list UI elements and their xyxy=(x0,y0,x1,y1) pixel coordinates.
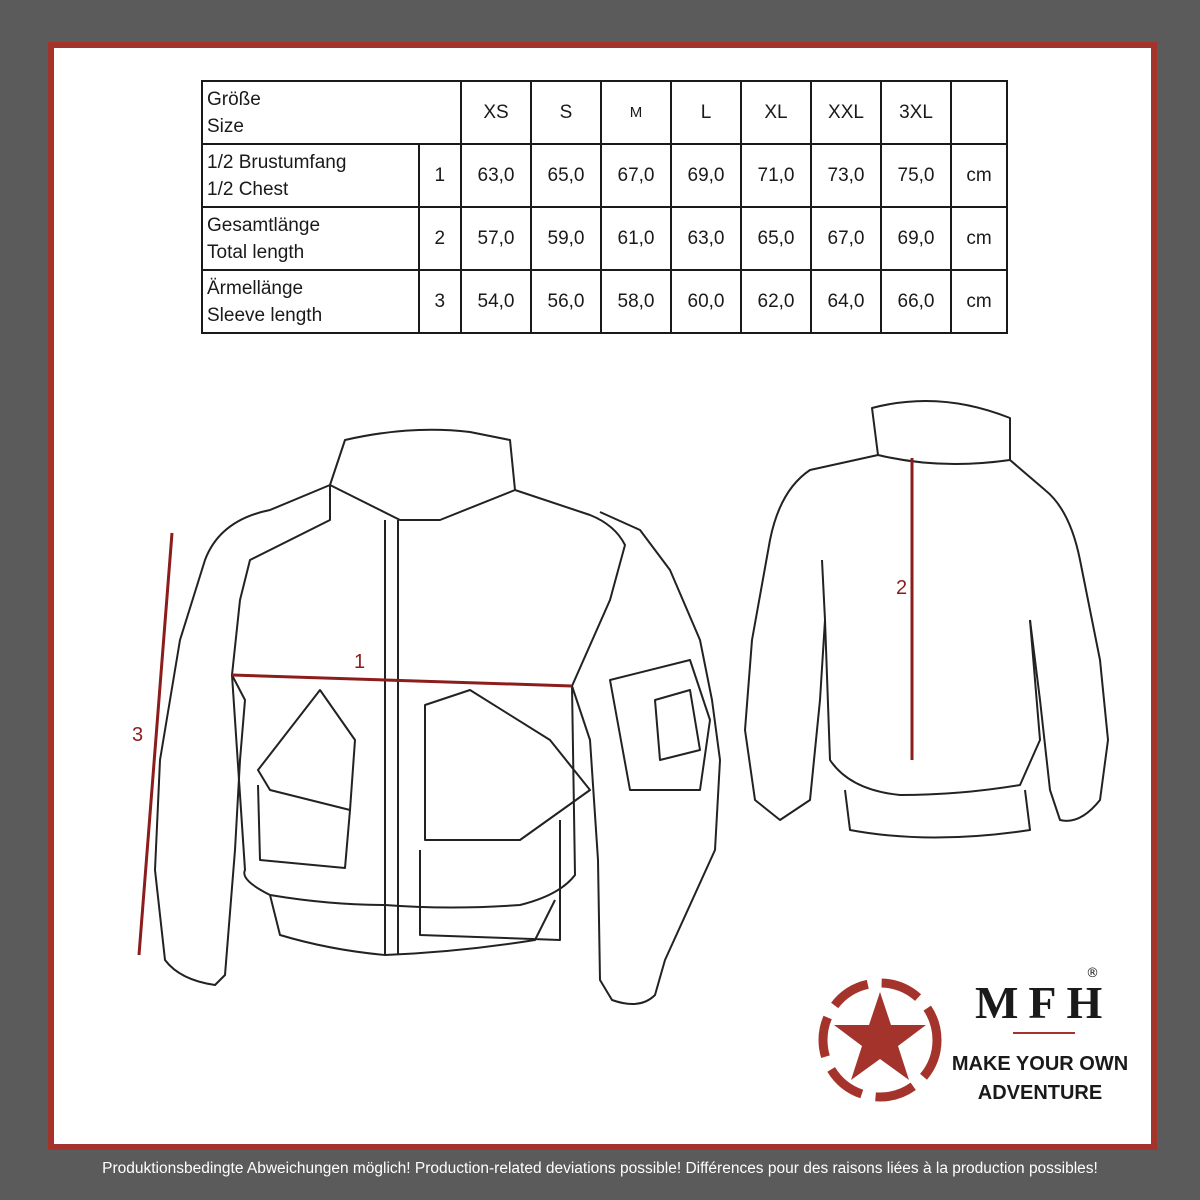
table-cell: 65,0 xyxy=(740,206,812,271)
jacket-back-drawing xyxy=(744,399,1109,839)
table-cell: 63,0 xyxy=(670,206,742,271)
table-cell: 63,0 xyxy=(460,143,532,208)
row-index: 1 xyxy=(417,143,463,208)
row-label-de: Ärmellänge xyxy=(207,277,304,299)
size-header: XS xyxy=(460,80,532,145)
table-cell: 61,0 xyxy=(600,206,672,271)
row-label-de: 1/2 Brustumfang xyxy=(207,151,347,173)
brand-divider xyxy=(1013,1032,1075,1034)
table-cell: 67,0 xyxy=(810,206,882,271)
unit-cell: cm xyxy=(950,143,1008,208)
table-cell: 69,0 xyxy=(670,143,742,208)
measure-label-chest: 1 xyxy=(354,651,366,673)
size-header: XL xyxy=(740,80,812,145)
brand-name: MFH xyxy=(975,977,1113,1028)
footer-disclaimer: Produktionsbedingte Abweichungen möglich… xyxy=(102,1160,1098,1177)
mfh-star-logo xyxy=(818,978,942,1102)
size-label-en: Size xyxy=(207,115,244,137)
jacket-front-drawing xyxy=(154,428,721,1005)
table-cell: 62,0 xyxy=(740,269,812,334)
size-header: XXL xyxy=(810,80,882,145)
table-cell: 67,0 xyxy=(600,143,672,208)
row-index: 2 xyxy=(417,206,463,271)
size-header: S xyxy=(530,80,602,145)
row-index: 3 xyxy=(417,269,463,334)
measure-label-sleeve: 3 xyxy=(132,724,144,746)
size-header: M xyxy=(600,80,672,145)
row-label-de: Gesamtlänge xyxy=(207,214,321,236)
table-row: 1/2 Brustumfang 1/2 Chest 1 63,0 65,0 67,… xyxy=(201,143,1008,208)
table-header-row: Größe Size XS S M L XL XXL 3XL xyxy=(201,80,1008,145)
table-cell: 57,0 xyxy=(460,206,532,271)
table-cell: 75,0 xyxy=(880,143,952,208)
table-cell: 56,0 xyxy=(530,269,602,334)
table-cell: 73,0 xyxy=(810,143,882,208)
table-cell: 66,0 xyxy=(880,269,952,334)
table-cell: 65,0 xyxy=(530,143,602,208)
unit-cell: cm xyxy=(950,269,1008,334)
table-row: Gesamtlänge Total length 2 57,0 59,0 61,0… xyxy=(201,206,1008,271)
table-cell: 64,0 xyxy=(810,269,882,334)
row-label-en: 1/2 Chest xyxy=(207,178,289,200)
slogan-line-1: MAKE YOUR OWN xyxy=(951,1053,1129,1075)
table-cell: 71,0 xyxy=(740,143,812,208)
table-cell: 59,0 xyxy=(530,206,602,271)
table-cell: 58,0 xyxy=(600,269,672,334)
size-table: Größe Size XS S M L XL XXL 3XL 1/2 Brustu… xyxy=(201,80,1008,334)
size-header: L xyxy=(670,80,742,145)
row-label-en: Sleeve length xyxy=(207,304,323,326)
table-row: Ärmellänge Sleeve length 3 54,0 56,0 58,0… xyxy=(201,269,1008,334)
row-label-en: Total length xyxy=(207,241,305,263)
table-cell: 69,0 xyxy=(880,206,952,271)
measure-label-length: 2 xyxy=(896,577,908,599)
brand-slogan: MAKE YOUR OWN ADVENTURE xyxy=(940,1050,1140,1108)
registered-mark: ® xyxy=(1086,966,1099,981)
measure-line-chest xyxy=(231,673,573,688)
table-cell: 60,0 xyxy=(670,269,742,334)
table-cell: 54,0 xyxy=(460,269,532,334)
unit-cell: cm xyxy=(950,206,1008,271)
size-header: 3XL xyxy=(880,80,952,145)
slogan-line-2: ADVENTURE xyxy=(977,1082,1103,1104)
measure-line-sleeve xyxy=(137,532,174,956)
size-label-de: Größe xyxy=(207,88,261,110)
